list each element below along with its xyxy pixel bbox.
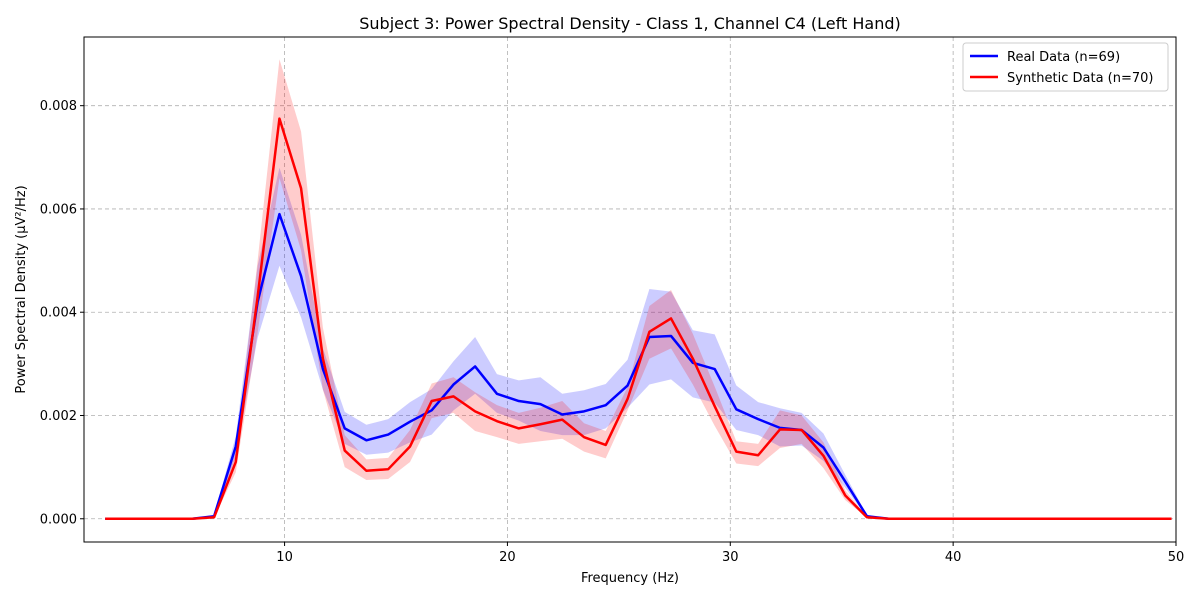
x-axis-ticks: 10 20 30 40 50 (276, 542, 1184, 565)
y-axis-ticks: 0.000 0.002 0.004 0.006 0.008 (40, 99, 84, 527)
band-real (105, 167, 1172, 519)
chart-title: Subject 3: Power Spectral Density - Clas… (359, 14, 900, 33)
legend: Real Data (n=69) Synthetic Data (n=70) (962, 42, 1169, 92)
x-tick-label: 50 (1168, 550, 1185, 565)
legend-box (962, 42, 1169, 92)
band-synthetic (105, 59, 1172, 519)
plot-frame (83, 36, 1177, 543)
x-tick-label: 40 (945, 550, 962, 565)
y-tick-label: 0.006 (40, 202, 77, 217)
x-axis-label: Frequency (Hz) (581, 571, 679, 586)
legend-label-real: Real Data (n=69) (1007, 50, 1120, 65)
y-axis-label: Power Spectral Density (μV²/Hz) (14, 185, 29, 393)
legend-label-synthetic: Synthetic Data (n=70) (1007, 71, 1154, 86)
y-tick-label: 0.002 (40, 409, 77, 424)
x-tick-label: 30 (722, 550, 739, 565)
grid (84, 37, 1177, 542)
y-tick-label: 0.004 (40, 306, 77, 321)
confidence-bands (105, 59, 1172, 519)
series-lines (105, 117, 1172, 521)
x-tick-label: 10 (276, 550, 293, 565)
x-tick-label: 20 (499, 550, 516, 565)
y-tick-label: 0.000 (40, 512, 77, 527)
series-line-synthetic (105, 117, 1172, 521)
y-tick-label: 0.008 (40, 99, 77, 114)
